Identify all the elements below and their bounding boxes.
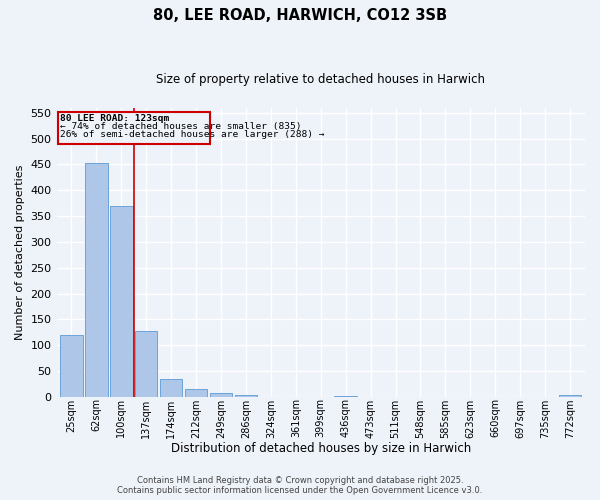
Bar: [185, 389, 208, 397]
Bar: [559, 396, 581, 397]
Text: 80 LEE ROAD: 123sqm: 80 LEE ROAD: 123sqm: [60, 114, 170, 123]
Bar: [85, 163, 107, 397]
Bar: [160, 379, 182, 397]
Bar: [235, 395, 257, 397]
Bar: [60, 335, 83, 397]
Text: 80, LEE ROAD, HARWICH, CO12 3SB: 80, LEE ROAD, HARWICH, CO12 3SB: [153, 8, 447, 22]
Text: Contains HM Land Registry data © Crown copyright and database right 2025.
Contai: Contains HM Land Registry data © Crown c…: [118, 476, 482, 495]
Bar: [334, 396, 357, 397]
X-axis label: Distribution of detached houses by size in Harwich: Distribution of detached houses by size …: [170, 442, 471, 455]
Bar: [210, 394, 232, 397]
Bar: [110, 206, 133, 397]
FancyBboxPatch shape: [58, 112, 210, 144]
Text: ← 74% of detached houses are smaller (835): ← 74% of detached houses are smaller (83…: [60, 122, 302, 131]
Y-axis label: Number of detached properties: Number of detached properties: [15, 164, 25, 340]
Text: 26% of semi-detached houses are larger (288) →: 26% of semi-detached houses are larger (…: [60, 130, 325, 138]
Bar: [135, 331, 157, 397]
Title: Size of property relative to detached houses in Harwich: Size of property relative to detached ho…: [156, 72, 485, 86]
